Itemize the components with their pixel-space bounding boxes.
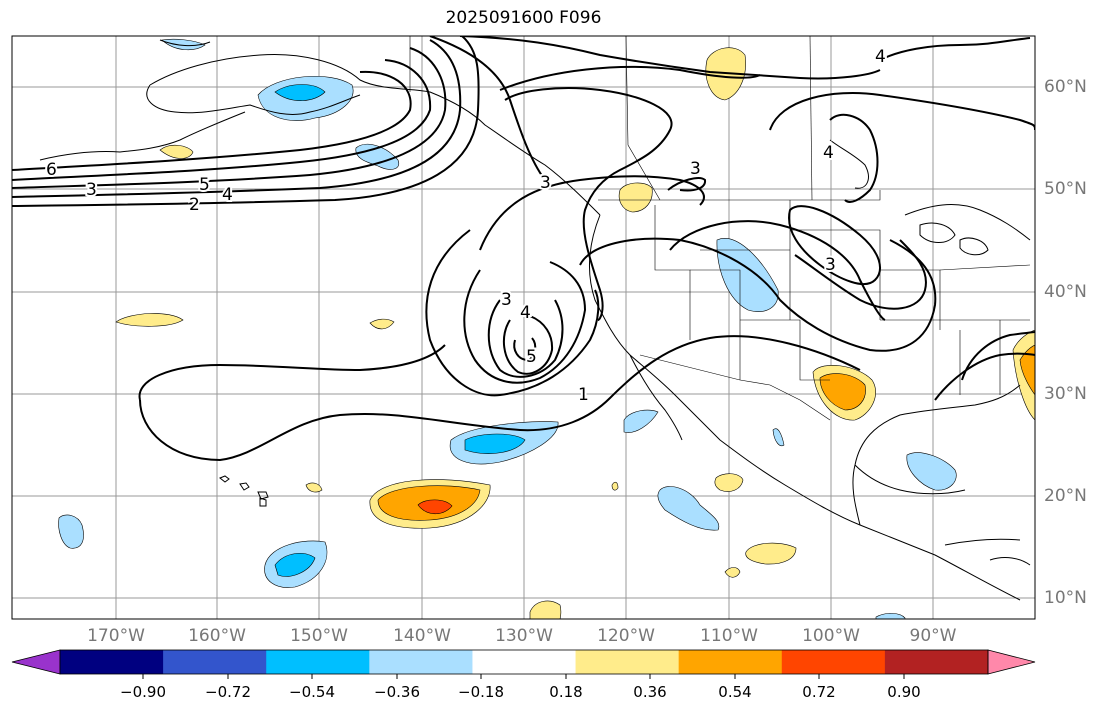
- lon-label: 130°W: [495, 626, 553, 646]
- colorbar-segment: [472, 650, 577, 674]
- contour-labels: 6 3 5 4 2 4 3 3 4 5 1 3 4 3: [44, 45, 888, 407]
- colorbar-extend-max: [987, 649, 1036, 675]
- contour-label: 3: [825, 255, 836, 275]
- lon-label: 120°W: [597, 626, 655, 646]
- map-frame: [11, 35, 1036, 620]
- lat-label: 60°N: [1044, 77, 1087, 97]
- colorbar-tick-label: −0.54: [289, 683, 335, 701]
- colorbar-tick-label: 0.54: [718, 683, 752, 701]
- lat-label: 50°N: [1044, 179, 1087, 199]
- lat-label: 40°N: [1044, 282, 1087, 302]
- colorbar-tick-label: −0.18: [458, 683, 504, 701]
- contour-label: 3: [501, 290, 512, 310]
- colorbar-tick-label: 0.72: [802, 683, 836, 701]
- colorbar-tick-label: 0.36: [633, 683, 667, 701]
- colorbar-segment: [266, 650, 370, 674]
- colorbar-segment: [369, 650, 473, 674]
- colorbar-tick-label: −0.36: [374, 683, 420, 701]
- contour-label: 3: [690, 159, 701, 179]
- contour-label: 6: [46, 160, 57, 180]
- colorbar-frame: [59, 649, 989, 675]
- colorbar-segment: [163, 650, 267, 674]
- lon-label: 170°W: [87, 626, 145, 646]
- contour-label: 4: [823, 143, 834, 163]
- colorbar-segment: [781, 650, 886, 674]
- anomaly-shading: [58, 38, 1035, 619]
- map-panel: 6 3 5 4 2 4 3 3 4 5 1 3 4 3: [11, 35, 1036, 620]
- colorbar-segment: [575, 650, 680, 674]
- contour-label: 5: [526, 347, 537, 367]
- lon-label: 140°W: [393, 626, 451, 646]
- colorbar-tick-label: −0.72: [205, 683, 251, 701]
- contour-label: 3: [86, 180, 97, 200]
- contour-label: 1: [578, 385, 589, 405]
- lon-label: 160°W: [188, 626, 246, 646]
- colorbar-tick-label: 0.90: [887, 683, 921, 701]
- lat-label: 10°N: [1044, 588, 1087, 608]
- contour-label: 4: [222, 185, 233, 205]
- contour-lines: [12, 36, 1035, 462]
- gridlines: [12, 36, 1035, 619]
- contour-label: 5: [199, 175, 210, 195]
- lon-label: 150°W: [290, 626, 348, 646]
- colorbar-segment: [60, 650, 164, 674]
- lon-label: 100°W: [802, 626, 860, 646]
- contour-label: 2: [189, 195, 200, 215]
- colorbar-tick-label: 0.18: [549, 683, 583, 701]
- map-title: 2025091600 F096: [445, 8, 602, 28]
- lon-label: 110°W: [700, 626, 758, 646]
- lat-label: 20°N: [1044, 486, 1087, 506]
- colorbar-segment: [678, 650, 783, 674]
- contour-label: 4: [875, 47, 886, 67]
- colorbar-segment: [884, 650, 989, 674]
- contour-label: 3: [540, 173, 551, 193]
- colorbar-extend-min: [11, 649, 61, 675]
- coastlines: [39, 39, 1031, 601]
- contour-label: 4: [520, 303, 531, 323]
- colorbar-tick-label: −0.90: [120, 683, 166, 701]
- lat-label: 30°N: [1044, 384, 1087, 404]
- lon-label: 90°W: [909, 626, 957, 646]
